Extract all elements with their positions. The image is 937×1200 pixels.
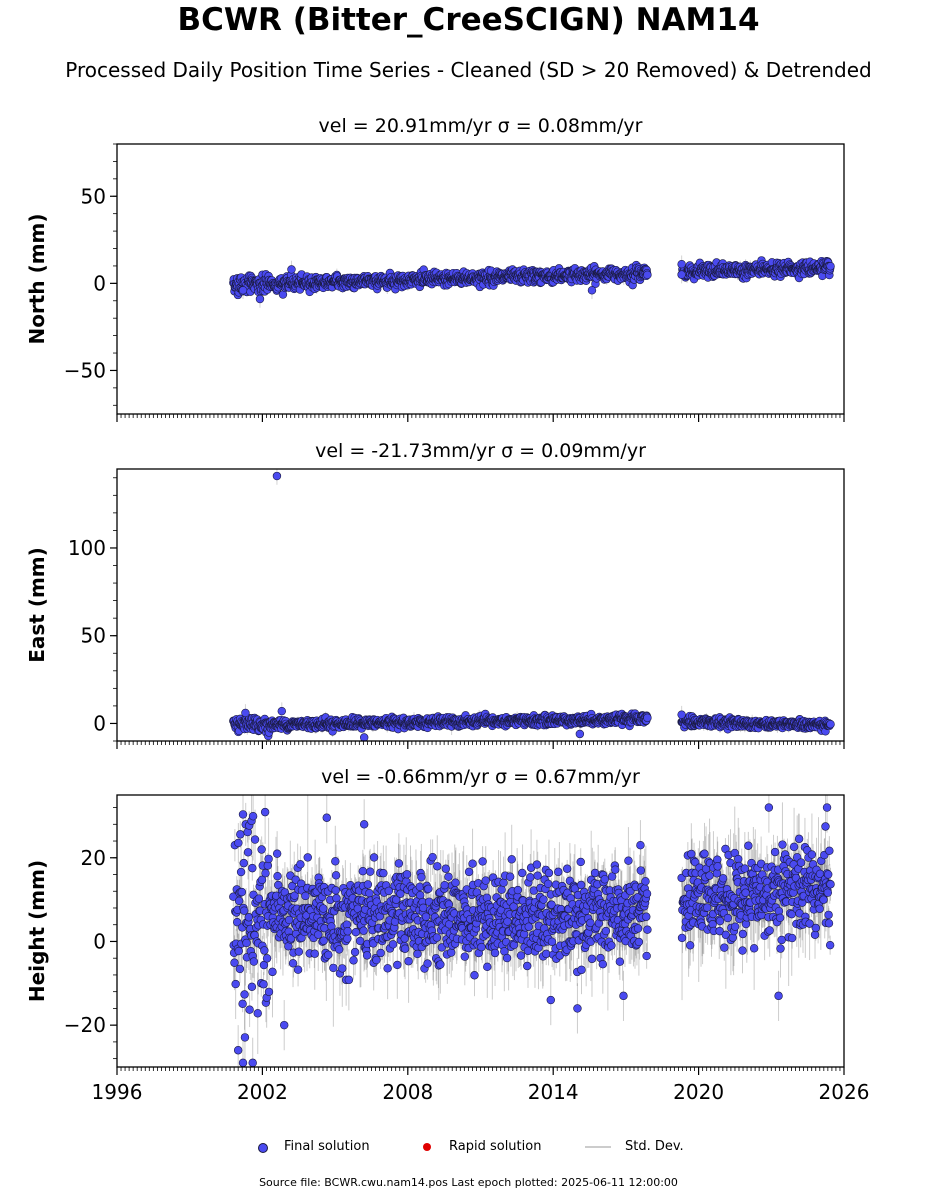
- plot-area: [229, 469, 835, 741]
- std-dev-lines: [232, 469, 832, 741]
- plot-area: [229, 255, 835, 308]
- data-point: [238, 286, 248, 295]
- final-solution-points: [229, 471, 835, 741]
- data-point: [643, 270, 652, 280]
- y-axis-label: North (mm): [25, 213, 49, 344]
- data-point: [677, 270, 686, 279]
- data-point: [255, 294, 265, 304]
- panel-title: vel = -21.73mm/yr σ = 0.09mm/yr: [315, 440, 646, 462]
- panel-2: vel = -21.73mm/yr σ = 0.09mm/yr East (mm)…: [25, 440, 845, 749]
- y-tick-label: 50: [81, 184, 106, 208]
- final-solution-points: [229, 256, 835, 304]
- panel-title: vel = 20.91mm/yr σ = 0.08mm/yr: [319, 115, 643, 137]
- data-point: [677, 259, 686, 269]
- data-point: [587, 286, 597, 295]
- chart-subtitle: Processed Daily Position Time Series - C…: [65, 58, 872, 82]
- y-axis-label: East (mm): [25, 547, 49, 663]
- data-point: [826, 262, 835, 271]
- y-tick-label: 0: [93, 271, 106, 295]
- panel-1: vel = 20.91mm/yr σ = 0.08mm/yr North (mm)…: [25, 115, 845, 422]
- chart-title: BCWR (Bitter_CreeSCIGN) NAM14: [177, 2, 760, 38]
- data-point: [287, 265, 296, 274]
- y-tick-label: −50: [64, 358, 106, 382]
